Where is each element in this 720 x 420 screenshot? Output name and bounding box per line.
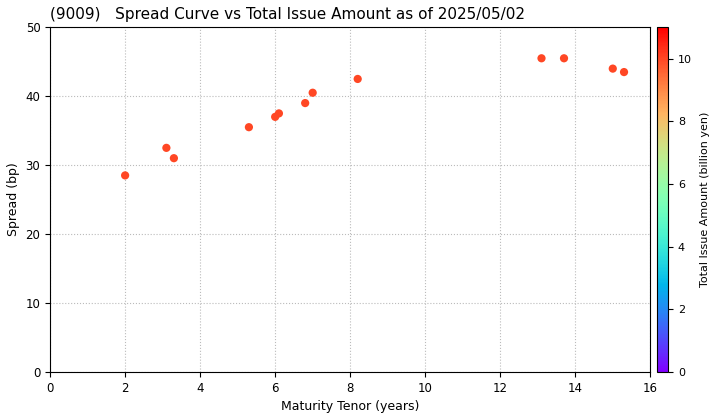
Point — [168, 155, 180, 162]
Point — [120, 172, 131, 179]
Point — [618, 69, 630, 76]
Point — [161, 144, 172, 151]
Point — [558, 55, 570, 62]
Text: (9009)   Spread Curve vs Total Issue Amount as of 2025/05/02: (9009) Spread Curve vs Total Issue Amoun… — [50, 7, 525, 22]
Y-axis label: Total Issue Amount (billion yen): Total Issue Amount (billion yen) — [700, 112, 710, 287]
Point — [352, 76, 364, 82]
Point — [269, 113, 281, 120]
Point — [243, 124, 255, 131]
Point — [300, 100, 311, 106]
Point — [536, 55, 547, 62]
Point — [307, 89, 318, 96]
X-axis label: Maturity Tenor (years): Maturity Tenor (years) — [281, 400, 419, 413]
Point — [273, 110, 284, 117]
Point — [607, 65, 618, 72]
Y-axis label: Spread (bp): Spread (bp) — [7, 163, 20, 236]
